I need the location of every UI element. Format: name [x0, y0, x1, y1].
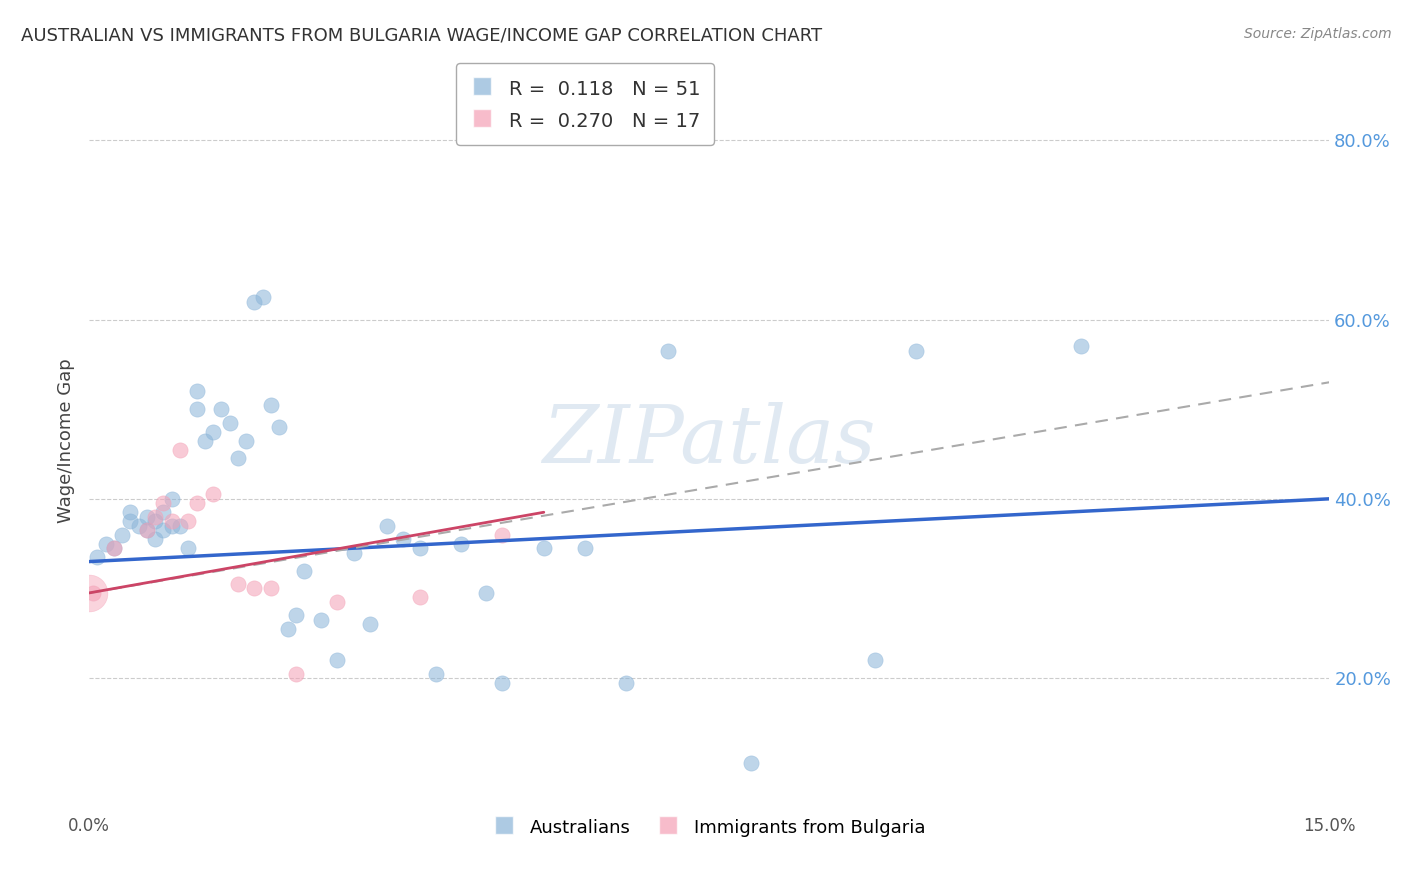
Point: [136, 523, 159, 537]
Point: [359, 617, 381, 632]
Text: Source: ZipAtlas.com: Source: ZipAtlas.com: [1244, 27, 1392, 41]
Point: [343, 546, 366, 560]
Point: [243, 582, 266, 596]
Point: [491, 527, 513, 541]
Point: [152, 505, 174, 519]
Point: [202, 487, 225, 501]
Point: [77, 586, 100, 600]
Point: [128, 518, 150, 533]
Point: [269, 420, 291, 434]
Point: [103, 541, 125, 555]
Point: [202, 425, 225, 439]
Point: [409, 591, 432, 605]
Point: [260, 398, 283, 412]
Point: [284, 608, 307, 623]
Point: [904, 343, 927, 358]
Point: [177, 514, 200, 528]
Point: [657, 343, 679, 358]
Point: [326, 595, 349, 609]
Text: AUSTRALIAN VS IMMIGRANTS FROM BULGARIA WAGE/INCOME GAP CORRELATION CHART: AUSTRALIAN VS IMMIGRANTS FROM BULGARIA W…: [21, 27, 823, 45]
Point: [252, 290, 274, 304]
Point: [616, 675, 638, 690]
Point: [235, 434, 257, 448]
Point: [574, 541, 596, 555]
Point: [491, 675, 513, 690]
Point: [863, 653, 886, 667]
Point: [194, 434, 217, 448]
Point: [226, 451, 249, 466]
Point: [82, 586, 104, 600]
Point: [136, 509, 159, 524]
Point: [450, 536, 472, 550]
Point: [169, 442, 191, 457]
Point: [186, 496, 208, 510]
Point: [111, 527, 134, 541]
Point: [143, 514, 166, 528]
Point: [1070, 339, 1092, 353]
Point: [103, 541, 125, 555]
Point: [276, 622, 298, 636]
Point: [136, 523, 159, 537]
Point: [186, 384, 208, 399]
Point: [160, 514, 183, 528]
Text: ZIPatlas: ZIPatlas: [543, 401, 876, 479]
Point: [309, 613, 332, 627]
Point: [209, 402, 232, 417]
Point: [120, 514, 142, 528]
Point: [218, 416, 240, 430]
Legend: Australians, Immigrants from Bulgaria: Australians, Immigrants from Bulgaria: [486, 809, 932, 845]
Point: [326, 653, 349, 667]
Point: [186, 402, 208, 417]
Point: [152, 523, 174, 537]
Point: [284, 666, 307, 681]
Point: [120, 505, 142, 519]
Y-axis label: Wage/Income Gap: Wage/Income Gap: [58, 359, 75, 523]
Point: [160, 491, 183, 506]
Point: [94, 536, 117, 550]
Point: [86, 550, 108, 565]
Point: [177, 541, 200, 555]
Point: [740, 756, 762, 771]
Point: [226, 577, 249, 591]
Point: [152, 496, 174, 510]
Point: [533, 541, 555, 555]
Point: [292, 564, 315, 578]
Point: [425, 666, 447, 681]
Point: [160, 518, 183, 533]
Point: [475, 586, 498, 600]
Point: [392, 532, 415, 546]
Point: [169, 518, 191, 533]
Point: [375, 518, 398, 533]
Point: [143, 509, 166, 524]
Point: [143, 532, 166, 546]
Point: [243, 294, 266, 309]
Point: [409, 541, 432, 555]
Point: [260, 582, 283, 596]
